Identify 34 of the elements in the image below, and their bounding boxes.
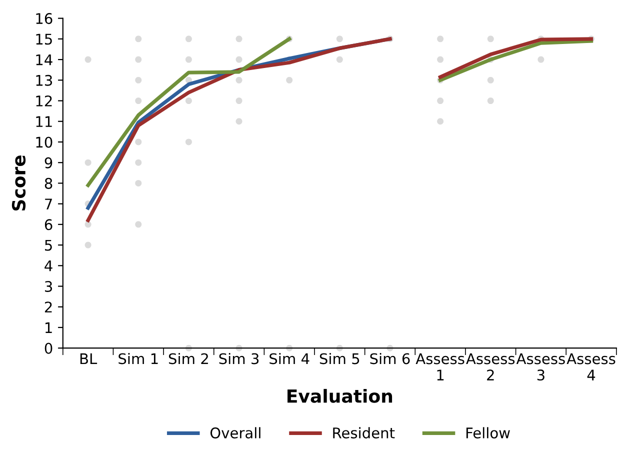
- y-tick-label: 0: [44, 342, 52, 354]
- y-tick-label: 9: [44, 157, 52, 168]
- x-tick-label: Sim 3: [219, 352, 259, 364]
- x-tick-label: Sim 5: [320, 352, 360, 364]
- legend-label: Fellow: [466, 427, 510, 438]
- x-tick-label: Assess 3: [516, 353, 565, 381]
- y-tick-label: 3: [45, 280, 52, 292]
- y-tick-label: 5: [45, 240, 52, 251]
- y-tick-label: 14: [36, 54, 52, 66]
- x-tick-label: Assess 1: [416, 353, 464, 380]
- x-tick-label: Sim 6: [370, 352, 410, 364]
- y-tick-label: 6: [44, 219, 52, 230]
- y-tick-label: 10: [36, 136, 52, 148]
- x-tick-label: BL: [80, 353, 98, 364]
- y-tick-label: 1: [46, 322, 52, 334]
- y-tick-label: 12: [36, 95, 52, 106]
- y-tick-label: 15: [36, 34, 52, 45]
- y-tick-label: 13: [36, 74, 52, 86]
- x-tick-label: Assess 4: [566, 353, 616, 380]
- line-series: [86, 37, 292, 188]
- y-tick-label: 11: [36, 116, 52, 127]
- x-axis-title: Evaluation: [288, 388, 392, 403]
- legend-label: Resident: [333, 427, 395, 438]
- legend-label: Overall: [210, 427, 260, 438]
- y-axis-title: Score: [12, 155, 26, 211]
- x-tick-label: Assess 2: [466, 353, 515, 380]
- x-tick-label: Sim 2: [168, 352, 208, 364]
- x-tick-label: Sim 1: [118, 352, 158, 364]
- x-tick-label: Sim 4: [270, 352, 310, 364]
- y-tick-label: 8: [44, 178, 52, 189]
- y-tick-label: 7: [45, 198, 52, 210]
- y-tick-label: 2: [44, 302, 52, 312]
- y-tick-label: 4: [44, 260, 52, 272]
- y-tick-label: 16: [36, 13, 52, 24]
